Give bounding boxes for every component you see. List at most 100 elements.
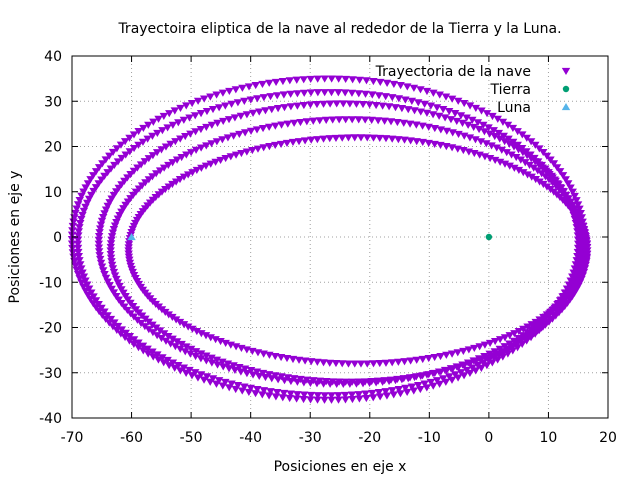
nave-point [253,95,262,103]
nave-point [354,378,363,386]
nave-point [240,383,249,391]
nave-point [576,252,585,260]
nave-point [394,386,404,394]
nave-point [240,97,249,105]
nave-point [405,120,415,128]
nave-point [514,327,524,336]
nave-point [354,391,363,399]
nave-point [106,254,116,262]
nave-point [516,156,525,164]
legend-marker-luna [561,103,571,111]
nave-point [246,96,255,104]
nave-point [516,338,525,346]
nave-point [376,78,385,86]
nave-point [369,134,378,142]
nave-point [121,329,130,337]
nave-point [358,101,368,109]
nave-point [387,359,397,367]
nave-point [448,365,457,373]
nave-point [152,149,162,157]
nave-point [432,104,442,112]
nave-point [325,359,334,367]
nave-point [144,326,154,334]
nave-point [96,225,105,233]
nave-point [542,152,552,160]
nave-point [454,363,463,372]
nave-point [340,89,350,97]
nave-point [280,104,289,112]
nave-point [96,259,106,267]
nave-point [319,100,328,108]
nave-point [129,144,139,153]
nave-point [103,202,112,210]
nave-point [463,121,473,129]
nave-point [191,369,200,377]
nave-point [107,285,116,293]
nave-point [285,394,294,403]
nave-point [482,140,491,148]
nave-point [158,354,167,362]
nave-point [94,236,104,244]
nave-point [502,149,511,157]
nave-point [418,355,427,364]
nave-point [356,134,366,142]
nave-point [545,171,554,179]
nave-point [244,83,254,91]
nave-point [69,218,78,226]
nave-point [404,106,413,114]
nave-point [312,101,322,109]
nave-point [96,221,106,229]
nave-point [100,308,109,316]
nave-point [546,156,555,164]
nave-point [197,164,206,172]
nave-point [424,139,433,147]
nave-point [300,89,309,97]
nave-point [407,383,417,391]
nave-point [286,103,296,111]
nave-point [212,356,222,364]
nave-point [527,321,536,329]
x-tick-label: -20 [358,430,381,446]
nave-point [576,244,586,252]
nave-point [309,117,318,125]
nave-point [91,184,101,192]
nave-point [163,356,172,365]
nave-point [106,240,116,248]
nave-point [456,369,466,377]
nave-point [386,376,396,384]
nave-point [183,171,193,179]
nave-point [191,128,200,136]
nave-point [464,148,474,156]
legend-label-tierra: Tierra [490,82,531,98]
nave-point [526,138,536,146]
nave-point [71,209,80,217]
nave-point [246,384,255,392]
nave-point [354,90,363,98]
nave-point [438,375,448,383]
nave-point [176,104,185,112]
nave-point [89,172,98,180]
nave-point [442,143,451,151]
nave-point [159,330,169,338]
x-tick-label: 20 [599,430,617,446]
nave-point [72,205,81,213]
nave-point [77,215,86,224]
nave-point [79,188,88,196]
nave-point [573,263,583,271]
nave-point [512,154,521,162]
nave-point [531,318,540,326]
nave-point [492,144,501,152]
nave-point [79,273,89,281]
nave-point [94,301,103,309]
nave-point [319,359,328,367]
nave-point [521,335,530,343]
nave-point [345,100,355,108]
nave-point [74,232,83,240]
y-tick-label: -10 [39,275,62,291]
nave-point [258,80,267,88]
nave-point [399,119,408,127]
nave-point [331,360,341,368]
nave-point [495,158,505,166]
nave-point [172,156,182,164]
nave-point [539,148,548,157]
